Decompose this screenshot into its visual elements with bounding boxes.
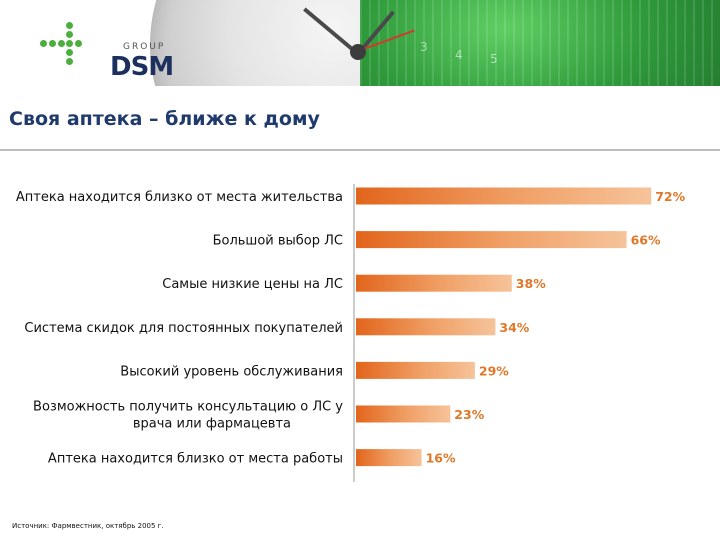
bar-1 [356,187,652,205]
page-title: Своя аптека – ближе к дому [9,108,320,130]
category-label-4: Система скидок для постоянных покупателе… [24,321,343,336]
green-dial-image: 3 4 5 [360,0,720,86]
bar-7 [356,449,422,467]
header-banner: 3 4 5 GROUP DSM [0,0,720,86]
bar-chart: 72% Аптека находится близко от места жите… [16,184,686,482]
dial-number: 4 [455,48,463,62]
category-label-6: Возможность получить консультацию о ЛС у… [33,400,343,432]
category-label-5: Высокий уровень обслуживания [120,364,343,379]
bar-5 [356,361,475,379]
bar-2 [356,231,627,249]
bar-4 [356,318,496,336]
value-label-3: 38% [516,276,546,291]
value-label-7: 16% [426,451,456,466]
dial-number: 5 [490,52,498,66]
dial-number: 3 [420,40,428,54]
value-label-1: 72% [655,189,685,204]
source-note: Источник: Фармвестник, октябрь 2005 г. [12,522,164,530]
category-label-3: Самые низкие цены на ЛС [162,277,343,292]
value-label-2: 66% [631,233,661,248]
category-label-7: Аптека находится близко от места работы [48,452,343,467]
title-divider [0,149,720,151]
clock-hub [350,44,366,60]
value-label-5: 29% [479,363,509,378]
bar-6 [356,405,451,423]
logo-group-text: GROUP [123,42,166,52]
category-label-1: Аптека находится близко от места жительс… [16,190,343,205]
value-label-6: 23% [454,407,484,422]
bar-3 [356,274,512,292]
category-label-2: Большой выбор ЛС [213,234,343,249]
logo-dsm-text: DSM [110,52,174,82]
value-label-4: 34% [499,320,529,335]
